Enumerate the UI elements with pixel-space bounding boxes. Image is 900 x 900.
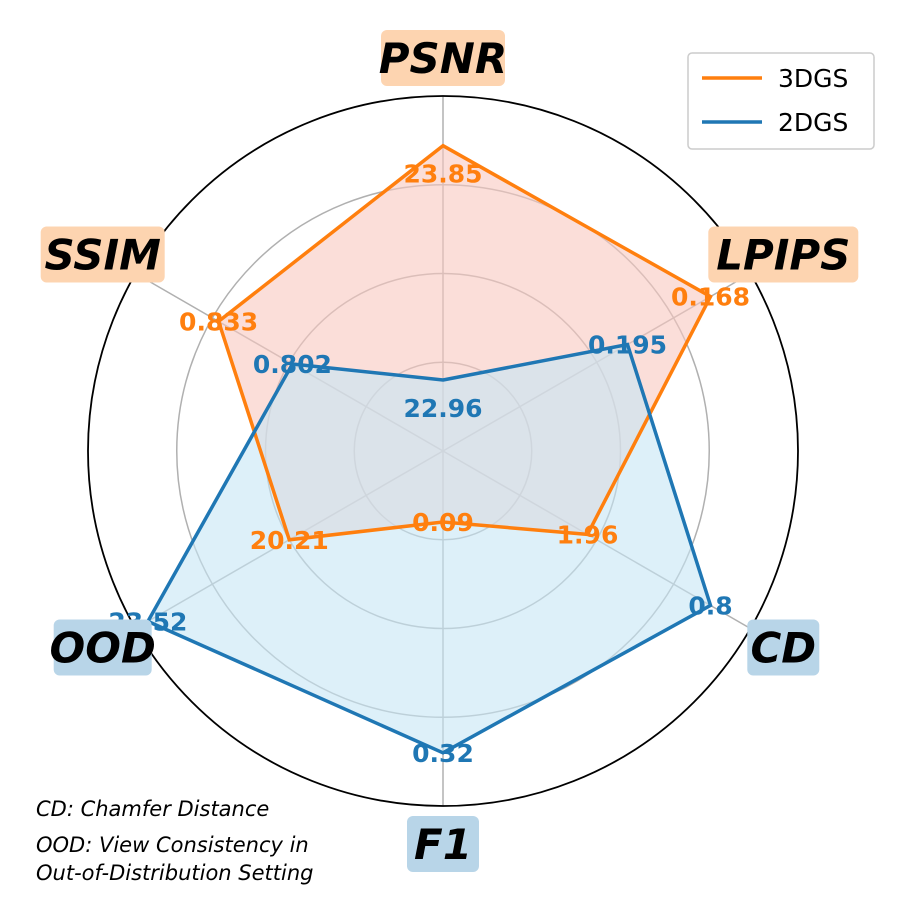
axis-label-text-ood: OOD [50, 624, 156, 673]
value-label-3dgs-f1: 0.09 [412, 508, 474, 537]
axis-label-ood: OOD [50, 619, 156, 676]
value-label-2dgs-psnr: 22.96 [403, 394, 482, 423]
note-ood-line1: OOD: View Consistency in [36, 833, 309, 857]
value-labels: 23.85 0.168 1.96 0.09 20.21 0.833 22.96 0.195 0.… [108, 160, 750, 768]
axis-label-bg-lpips [708, 226, 859, 283]
axis-label-f1: F1 [407, 816, 479, 872]
axis-label-bg-ood [53, 619, 152, 676]
axis-label-psnr: PSNR [379, 30, 508, 86]
axis-label-ssim: SSIM [40, 226, 165, 283]
value-label-3dgs-ood: 20.21 [250, 526, 329, 555]
series-fill-2dgs [147, 344, 711, 753]
note-ood-line2: Out-of-Distribution Setting [36, 861, 314, 885]
value-label-3dgs-lpips: 0.168 [671, 283, 750, 312]
axis-label-text-f1: F1 [414, 820, 472, 869]
series-line-3dgs [216, 143, 713, 542]
axis-label-text-cd: CD [750, 624, 816, 673]
axis-label-bg-ssim [40, 226, 165, 283]
note-cd: CD: Chamfer Distance [36, 797, 270, 821]
legend-label-3dgs: 3DGS [778, 64, 848, 93]
chart-legend: 3DGS 2DGS [687, 52, 875, 150]
series-line-2dgs [145, 342, 713, 755]
axis-label-lpips: LPIPS [708, 226, 859, 283]
outer-ring [87, 95, 799, 807]
value-label-3dgs-ssim: 0.833 [179, 307, 258, 336]
legend-label-2dgs: 2DGS [778, 108, 848, 137]
axis-label-bg-cd [747, 619, 820, 676]
axis-label-bg-f1 [407, 816, 479, 872]
value-label-3dgs-cd: 1.96 [557, 520, 619, 549]
axis-label-text-ssim: SSIM [44, 231, 160, 280]
axis-label-bg-psnr [381, 30, 505, 86]
radar-series [145, 143, 713, 755]
value-label-2dgs-lpips: 0.195 [588, 331, 667, 360]
value-label-2dgs-cd: 0.8 [688, 591, 732, 620]
value-label-2dgs-ssim: 0.802 [253, 350, 332, 379]
axis-labels: PSNR LPIPS CD F1 OOD SSIM [40, 30, 859, 872]
axis-label-cd: CD [747, 619, 820, 676]
axis-label-text-lpips: LPIPS [716, 231, 850, 280]
value-label-2dgs-f1: 0.32 [412, 739, 474, 768]
axis-label-text-psnr: PSNR [379, 34, 508, 83]
value-label-3dgs-psnr: 23.85 [403, 160, 482, 189]
